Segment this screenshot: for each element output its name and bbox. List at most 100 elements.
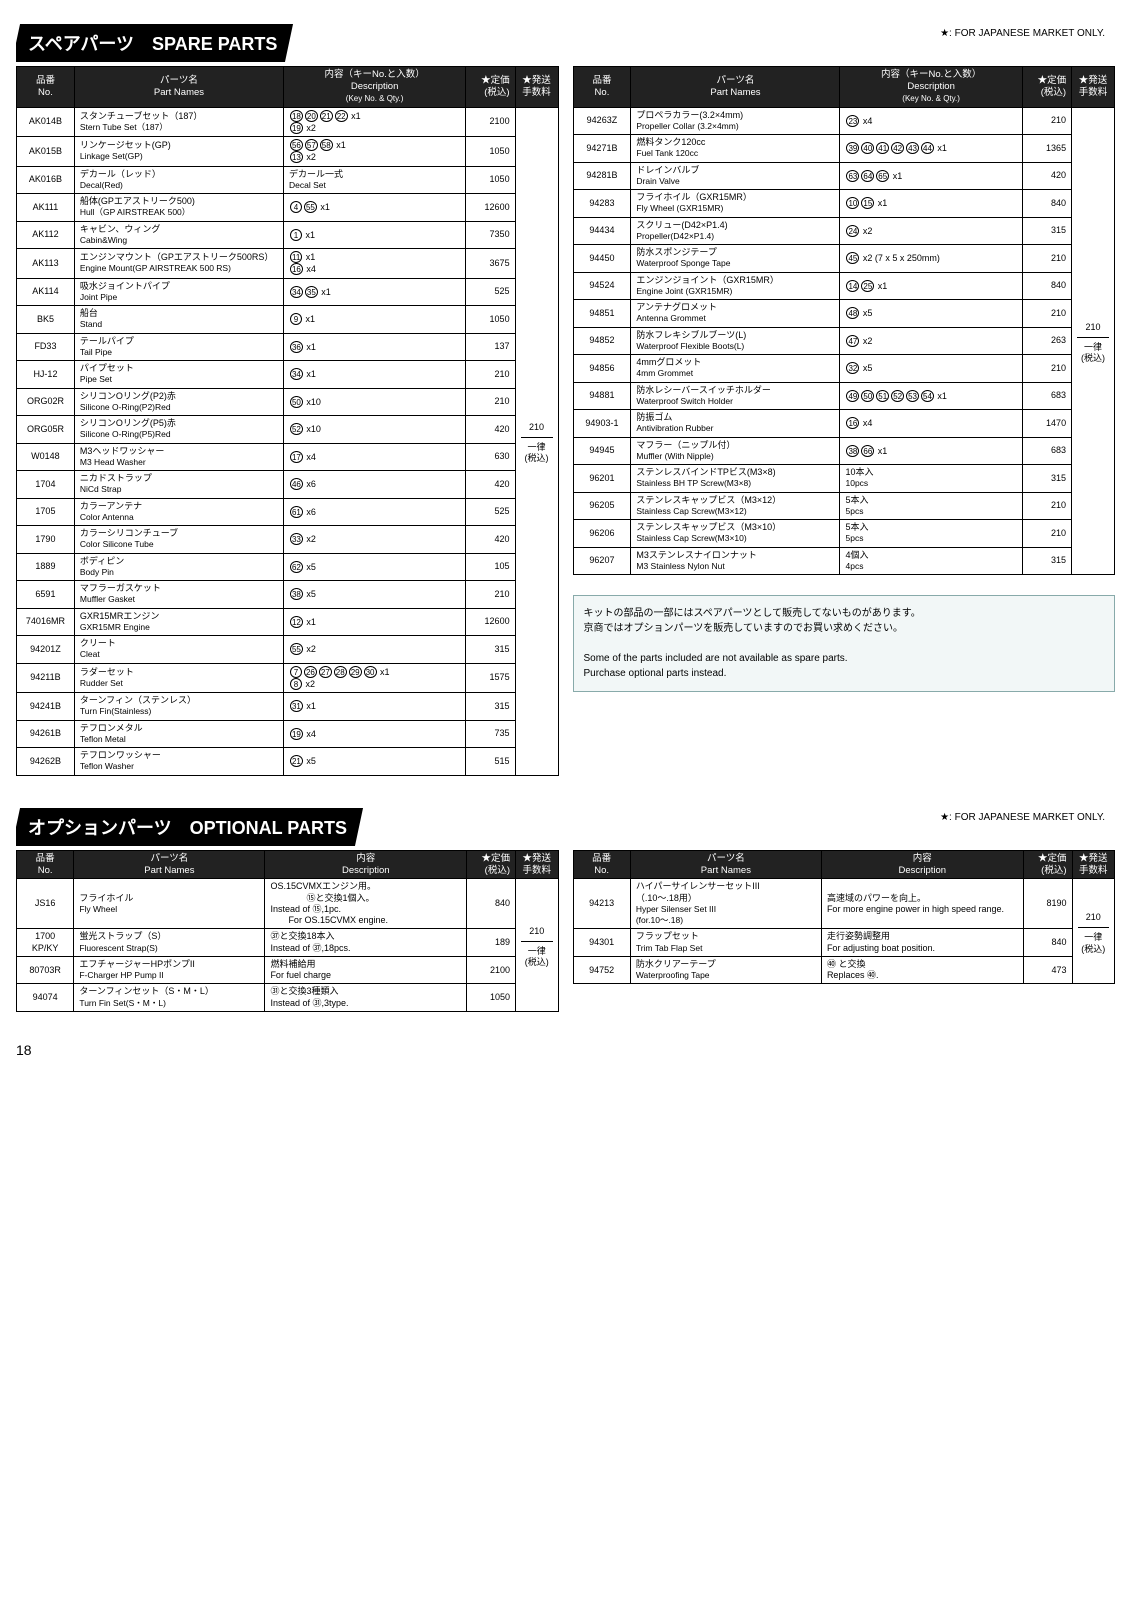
- cell-price: 137: [466, 333, 515, 361]
- cell-no: AK112: [17, 221, 75, 249]
- table-row: 94213ハイパーサイレンサーセットIII（.10～.18用）Hyper Sil…: [573, 879, 1115, 929]
- cell-desc: 394041424344 x1: [840, 135, 1022, 163]
- cell-no: 96207: [573, 547, 631, 575]
- table-row: ORG02RシリコンOリング(P2)赤Silicone O-Ring(P2)Re…: [17, 388, 559, 416]
- h-no-en: No.: [38, 87, 53, 98]
- table-row: AK016Bデカール（レッド）Decal(Red)デカール一式Decal Set…: [17, 166, 559, 194]
- table-row: 94851アンテナグロメットAntenna Grommet48 x5210: [573, 300, 1115, 328]
- table-row: 96206ステンレスキャップビス（M3×10）Stainless Cap Scr…: [573, 520, 1115, 548]
- cell-price: 420: [466, 471, 515, 499]
- cell-price: 263: [1022, 327, 1071, 355]
- table-row: 1790カラーシリコンチューブColor Silicone Tube33 x24…: [17, 526, 559, 554]
- cell-desc: 1015 x1: [840, 190, 1022, 218]
- cell-name: デカール（レッド）Decal(Red): [74, 166, 283, 194]
- cell-desc: 16 x4: [840, 410, 1022, 438]
- cell-name: M3ステンレスナイロンナットM3 Stainless Nylon Nut: [631, 547, 840, 575]
- h-desc-en2: (Key No. & Qty.): [902, 94, 960, 103]
- cell-no: 94271B: [573, 135, 631, 163]
- cell-name: GXR15MRエンジンGXR15MR Engine: [74, 608, 283, 636]
- cell-price: 12600: [466, 608, 515, 636]
- cell-no: 94851: [573, 300, 631, 328]
- cell-name: フライホイルFly Wheel: [74, 879, 265, 929]
- cell-no: 1705: [17, 498, 75, 526]
- cell-desc: ㊵ と交換Replaces ㊵.: [821, 956, 1023, 984]
- h-price-jp: ★定価: [1038, 853, 1067, 864]
- ship-cell: 210一律(税込): [516, 879, 559, 1012]
- spare-notebox: キットの部品の一部にはスペアパーツとして販売してないものがあります。 京商ではオ…: [573, 595, 1116, 692]
- cell-desc: ㊲と交換18本入Instead of ㊲,18pcs.: [265, 929, 467, 957]
- table-row: 94241Bターンフィン（ステンレス）Turn Fin(Stainless)31…: [17, 693, 559, 721]
- cell-price: 315: [1022, 465, 1071, 493]
- cell-desc: 636465 x1: [840, 162, 1022, 190]
- spare-left-table: 品番No. パーツ名Part Names 内容（キーNo.と入数）Descrip…: [16, 66, 559, 776]
- cell-price: 1575: [466, 663, 515, 693]
- cell-no: HJ-12: [17, 361, 75, 389]
- cell-name: M3ヘッドワッシャーM3 Head Washer: [74, 443, 283, 471]
- cell-name: マフラーガスケットMuffler Gasket: [74, 581, 283, 609]
- optional-star-note: ★: FOR JAPANESE MARKET ONLY.: [940, 812, 1105, 823]
- cell-price: 840: [1022, 272, 1071, 300]
- cell-no: 94262B: [17, 748, 75, 776]
- cell-name: ターンフィン（ステンレス）Turn Fin(Stainless): [74, 693, 283, 721]
- cell-price: 210: [466, 361, 515, 389]
- cell-name: ステンレスキャップビス（M3×12）Stainless Cap Screw(M3…: [631, 492, 840, 520]
- optional-right-table: 品番No. パーツ名Part Names 内容Description ★定価(税…: [573, 850, 1116, 985]
- h-name-jp: パーツ名: [717, 75, 755, 86]
- cell-no: 74016MR: [17, 608, 75, 636]
- h-ship-jp: ★発送: [522, 853, 551, 864]
- spare-star-note: ★: FOR JAPANESE MARKET ONLY.: [940, 28, 1105, 39]
- cell-desc: 455 x1: [283, 194, 465, 222]
- cell-no: AK016B: [17, 166, 75, 194]
- h-no-en: No.: [38, 865, 53, 876]
- cell-desc: 47 x2: [840, 327, 1022, 355]
- cell-name: 吸水ジョイントパイプJoint Pipe: [74, 278, 283, 306]
- note-line1: キットの部品の一部にはスペアパーツとして販売してないものがあります。: [584, 606, 1105, 621]
- cell-name: エンジンマウント（GPエアストリーク500RS）Engine Mount(GP …: [74, 249, 283, 279]
- cell-name: 燃料タンク120ccFuel Tank 120cc: [631, 135, 840, 163]
- cell-name: 船台Stand: [74, 306, 283, 334]
- cell-no: AK114: [17, 278, 75, 306]
- cell-no: 94211B: [17, 663, 75, 693]
- h-ship-jp: ★発送: [1079, 75, 1108, 86]
- spare-parts-header: スペアパーツ SPARE PARTS: [16, 24, 293, 62]
- cell-name: ボディピンBody Pin: [74, 553, 283, 581]
- cell-desc: 10本入10pcs: [840, 465, 1022, 493]
- cell-no: 94856: [573, 355, 631, 383]
- cell-name: フラップセットTrim Tab Flap Set: [630, 929, 821, 957]
- h-name-en: Part Names: [710, 87, 760, 98]
- cell-no: 94263Z: [573, 107, 631, 135]
- cell-no: 94752: [573, 956, 630, 984]
- table-row: 1700KP/KY蛍光ストラップ（S）Fluorescent Strap(S)㊲…: [17, 929, 559, 957]
- cell-desc: 1425 x1: [840, 272, 1022, 300]
- cell-price: 8190: [1023, 879, 1072, 929]
- table-row: 96207M3ステンレスナイロンナットM3 Stainless Nylon Nu…: [573, 547, 1115, 575]
- table-row: 80703RエフチャージャーHPポンプIIF-Charger HP Pump I…: [17, 956, 559, 984]
- cell-no: 94261B: [17, 720, 75, 748]
- h-price-en: (税込): [1041, 865, 1066, 876]
- table-row: 94271B燃料タンク120ccFuel Tank 120cc394041424…: [573, 135, 1115, 163]
- cell-no: 94450: [573, 245, 631, 273]
- table-row: 1705カラーアンテナColor Antenna61 x6525: [17, 498, 559, 526]
- note-line2: 京商ではオプションパーツを販売していますのでお買い求めください。: [584, 621, 1105, 636]
- table-row: 94881防水レシーバースイッチホルダーWaterproof Switch Ho…: [573, 382, 1115, 410]
- cell-desc: ㉛と交換3種類入Instead of ㉛,3type.: [265, 984, 467, 1012]
- h-desc-jp: 内容: [913, 853, 932, 864]
- table-row: W0148M3ヘッドワッシャーM3 Head Washer17 x4630: [17, 443, 559, 471]
- cell-name: テフロンメタルTeflon Metal: [74, 720, 283, 748]
- cell-no: 94213: [573, 879, 630, 929]
- table-row: ORG05RシリコンOリング(P5)赤Silicone O-Ring(P5)Re…: [17, 416, 559, 444]
- table-row: AK113エンジンマウント（GPエアストリーク500RS）Engine Moun…: [17, 249, 559, 279]
- cell-desc: 燃料補給用For fuel charge: [265, 956, 467, 984]
- cell-price: 315: [466, 693, 515, 721]
- cell-name: テフロンワッシャーTeflon Washer: [74, 748, 283, 776]
- cell-no: 1790: [17, 526, 75, 554]
- table-row: 6591マフラーガスケットMuffler Gasket38 x5210: [17, 581, 559, 609]
- h-desc-en1: Description: [351, 81, 399, 92]
- cell-price: 840: [467, 879, 516, 929]
- cell-price: 515: [466, 748, 515, 776]
- cell-name: シリコンOリング(P5)赤Silicone O-Ring(P5)Red: [74, 416, 283, 444]
- table-row: 1889ボディピンBody Pin62 x5105: [17, 553, 559, 581]
- cell-no: 1704: [17, 471, 75, 499]
- cell-name: キャビン、ウィングCabin&Wing: [74, 221, 283, 249]
- cell-desc: 565758 x113 x2: [283, 137, 465, 167]
